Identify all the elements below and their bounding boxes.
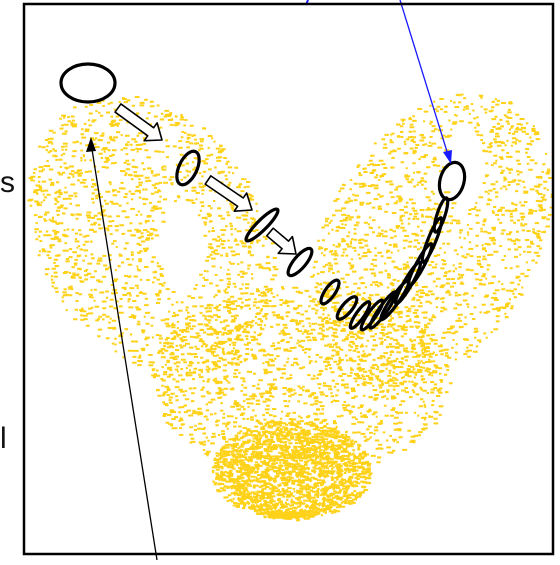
flow-arrows [114,103,297,255]
lower-ring [244,454,336,518]
lower-ring [268,481,312,515]
uncertainty-ellipses [59,62,467,332]
lower-ring [236,445,344,519]
ellipse-7 [348,300,372,330]
blue-pointer-arrowhead [443,150,452,164]
black-pointer-line [90,142,158,561]
blue-pointer-line [399,0,450,159]
final-ellipse [437,160,467,202]
ellipse-13 [420,216,444,264]
attractor-speckle [27,93,553,522]
ellipse-5 [319,278,341,306]
flow-arrow-1 [114,103,163,142]
flow-arrow-3 [265,227,297,255]
initial-uncertainty-ellipse [59,62,117,104]
lorenz-attractor-cloud [27,93,553,522]
lower-ring [260,472,320,516]
clipped-text-fragment-lower: l [0,422,7,455]
lower-ring [228,436,352,520]
ellipse-4 [286,246,314,278]
ellipse-6 [335,295,359,321]
flow-arrow-2 [204,175,253,213]
ellipse-2 [175,149,201,187]
black-pointer-arrowhead [86,137,96,152]
lower-ring [252,463,328,517]
plot-frame [22,2,555,556]
clipped-text-fragment-upper: s [0,166,15,199]
pointer-lines [86,0,452,561]
ellipse-12 [406,242,434,288]
attractor-rings [228,436,352,520]
ellipse-3 [244,207,280,243]
